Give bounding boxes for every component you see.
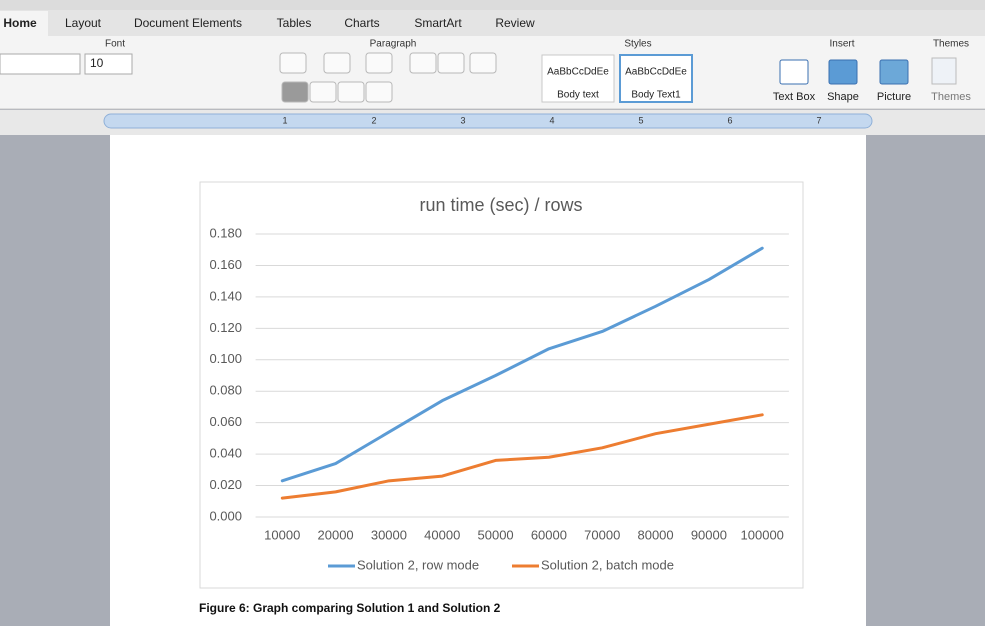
tab[interactable]: Review bbox=[495, 16, 535, 30]
insert-label[interactable]: Text Box bbox=[773, 91, 816, 103]
y-tick-label: 0.180 bbox=[209, 225, 242, 240]
x-tick-label: 60000 bbox=[531, 527, 567, 542]
ribbon-group-label: Styles bbox=[624, 39, 651, 50]
ruler-number: 6 bbox=[727, 115, 732, 125]
insert-icon[interactable] bbox=[880, 60, 908, 84]
align-button[interactable] bbox=[338, 82, 364, 102]
legend-label: Solution 2, row mode bbox=[357, 557, 479, 572]
y-tick-label: 0.040 bbox=[209, 446, 242, 461]
ribbon-group-label: Themes bbox=[933, 39, 969, 50]
x-tick-label: 10000 bbox=[264, 527, 300, 542]
insert-icon[interactable] bbox=[780, 60, 808, 84]
caption: Figure 6: Graph comparing Solution 1 and… bbox=[199, 601, 501, 615]
x-tick-label: 40000 bbox=[424, 527, 460, 542]
ribbon-group-label: Insert bbox=[829, 39, 854, 50]
paragraph-button[interactable] bbox=[410, 53, 436, 73]
x-tick-label: 50000 bbox=[478, 527, 514, 542]
ruler-number: 7 bbox=[816, 115, 821, 125]
insert-label[interactable]: Picture bbox=[877, 91, 911, 103]
themes-icon[interactable] bbox=[932, 58, 956, 84]
ruler-number: 5 bbox=[638, 115, 643, 125]
ribbon-group-label: Paragraph bbox=[370, 39, 417, 50]
align-button[interactable] bbox=[366, 82, 392, 102]
x-tick-label: 70000 bbox=[584, 527, 620, 542]
font-name-box[interactable] bbox=[0, 54, 80, 74]
toolbar bbox=[0, 0, 985, 10]
style-name: Body Text1 bbox=[631, 90, 681, 101]
insert-label[interactable]: Shape bbox=[827, 91, 859, 103]
ruler-number: 3 bbox=[460, 115, 465, 125]
insert-icon[interactable] bbox=[829, 60, 857, 84]
y-tick-label: 0.100 bbox=[209, 351, 242, 366]
y-tick-label: 0.000 bbox=[209, 508, 242, 523]
paragraph-button[interactable] bbox=[324, 53, 350, 73]
paragraph-button[interactable] bbox=[366, 53, 392, 73]
ruler bbox=[104, 114, 872, 128]
legend-label: Solution 2, batch mode bbox=[541, 557, 674, 572]
tab[interactable]: Home bbox=[3, 16, 37, 30]
align-button[interactable] bbox=[310, 82, 336, 102]
x-tick-label: 100000 bbox=[741, 527, 784, 542]
ribbon-group-label: Font bbox=[105, 39, 125, 50]
style-preview: AaBbCcDdEe bbox=[625, 67, 687, 78]
style-name: Body text bbox=[557, 90, 599, 101]
y-tick-label: 0.120 bbox=[209, 320, 242, 335]
y-tick-label: 0.020 bbox=[209, 477, 242, 492]
tab[interactable]: Layout bbox=[65, 16, 102, 30]
tab[interactable]: Tables bbox=[277, 16, 312, 30]
ruler-number: 1 bbox=[282, 115, 287, 125]
style-preview: AaBbCcDdEe bbox=[547, 67, 609, 78]
font-size: 10 bbox=[90, 56, 104, 70]
y-tick-label: 0.060 bbox=[209, 414, 242, 429]
tab[interactable]: SmartArt bbox=[414, 16, 462, 30]
y-tick-label: 0.160 bbox=[209, 257, 242, 272]
ruler-number: 2 bbox=[371, 115, 376, 125]
paragraph-button[interactable] bbox=[438, 53, 464, 73]
themes-label[interactable]: Themes bbox=[931, 91, 971, 103]
y-tick-label: 0.140 bbox=[209, 288, 242, 303]
paragraph-button[interactable] bbox=[280, 53, 306, 73]
x-tick-label: 30000 bbox=[371, 527, 407, 542]
paragraph-button[interactable] bbox=[470, 53, 496, 73]
tab[interactable]: Charts bbox=[344, 16, 379, 30]
chart-title: run time (sec) / rows bbox=[419, 195, 582, 215]
x-tick-label: 90000 bbox=[691, 527, 727, 542]
tab[interactable]: Document Elements bbox=[134, 16, 242, 30]
x-tick-label: 20000 bbox=[318, 527, 354, 542]
align-button[interactable] bbox=[282, 82, 308, 102]
ruler-number: 4 bbox=[549, 115, 554, 125]
y-tick-label: 0.080 bbox=[209, 383, 242, 398]
x-tick-label: 80000 bbox=[637, 527, 673, 542]
